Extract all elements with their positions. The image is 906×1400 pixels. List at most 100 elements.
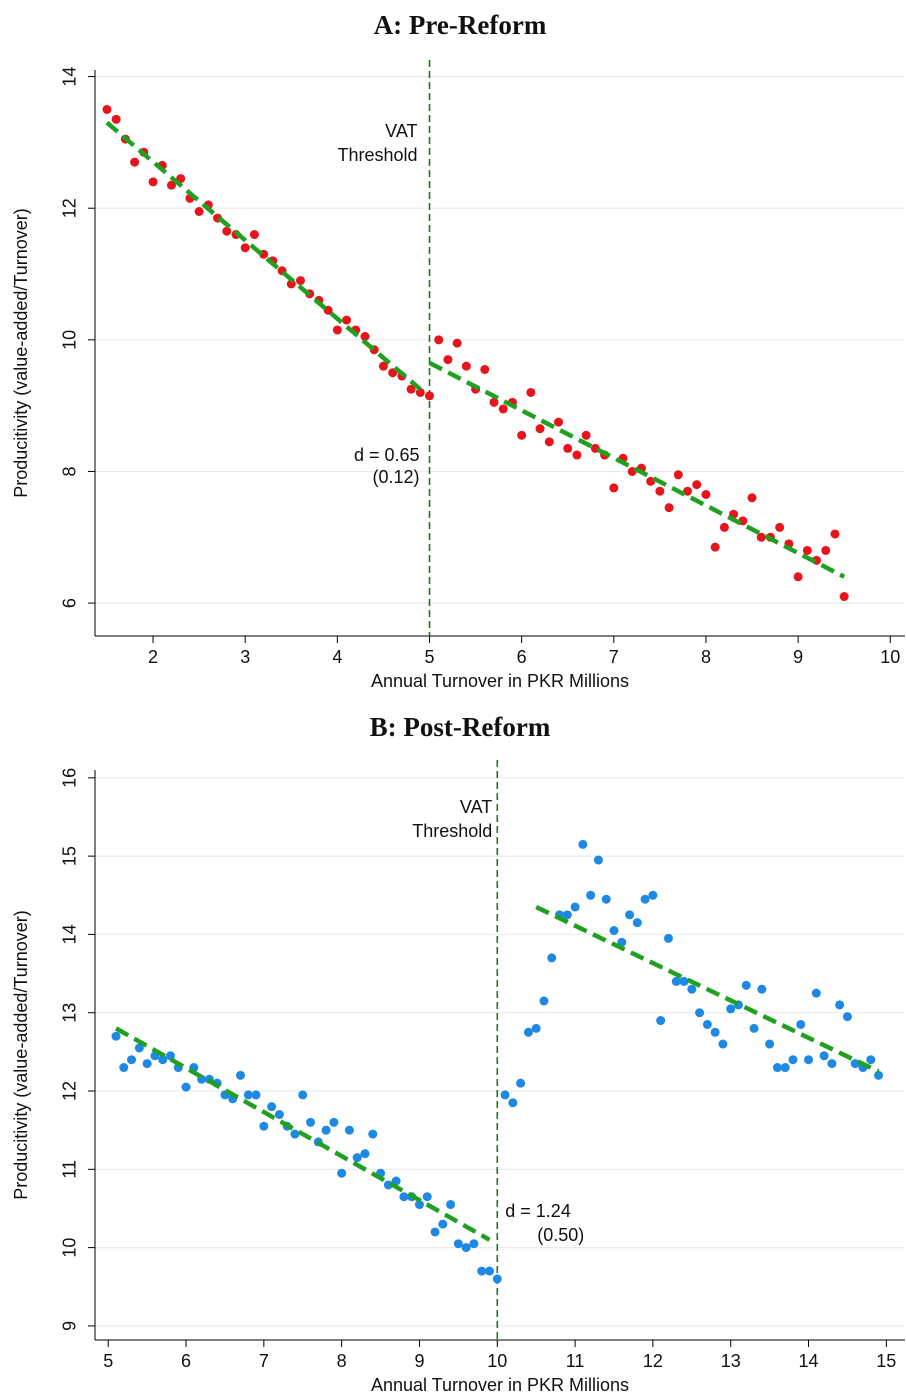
point	[695, 1008, 705, 1018]
y-tick-label: 10	[60, 330, 80, 350]
threshold-label: Threshold	[412, 821, 492, 841]
point	[609, 483, 619, 493]
point	[874, 1070, 884, 1080]
point	[134, 1043, 144, 1053]
point	[142, 1059, 152, 1069]
point	[819, 1051, 829, 1061]
point	[236, 1070, 246, 1080]
se-label: (0.50)	[537, 1225, 584, 1245]
point	[632, 918, 642, 928]
point	[554, 417, 564, 427]
point	[747, 493, 757, 503]
point	[446, 1200, 456, 1210]
point	[166, 180, 176, 190]
point	[710, 1027, 720, 1037]
x-axis-label: Annual Turnover in PKR Millions	[371, 1375, 629, 1395]
point	[757, 984, 767, 994]
x-tick-label: 2	[148, 647, 158, 667]
point	[586, 890, 596, 900]
point	[517, 430, 527, 440]
point	[337, 1168, 347, 1178]
point	[480, 364, 490, 374]
point	[332, 325, 342, 335]
y-tick-label: 9	[60, 1321, 80, 1331]
point	[726, 1004, 736, 1014]
point	[127, 1055, 137, 1065]
x-tick-label: 5	[424, 647, 434, 667]
point	[222, 226, 232, 236]
point	[609, 926, 619, 936]
x-tick-label: 12	[643, 1351, 663, 1371]
point	[342, 315, 352, 325]
point	[414, 1200, 424, 1210]
threshold-label: Threshold	[337, 145, 417, 165]
y-tick-label: 13	[60, 1003, 80, 1023]
point	[749, 1023, 759, 1033]
point	[679, 976, 689, 986]
point	[452, 338, 462, 348]
point	[780, 1063, 790, 1073]
point	[793, 572, 803, 582]
point	[531, 1023, 541, 1033]
point	[119, 1063, 129, 1073]
point	[438, 1219, 448, 1229]
point	[352, 1153, 362, 1163]
point	[741, 980, 751, 990]
x-tick-label: 3	[240, 647, 250, 667]
y-tick-label: 12	[60, 1081, 80, 1101]
point	[484, 1266, 494, 1276]
x-tick-label: 6	[517, 647, 527, 667]
point	[469, 1239, 479, 1249]
point	[572, 450, 582, 460]
point	[673, 470, 683, 480]
x-tick-label: 9	[793, 647, 803, 667]
point	[570, 902, 580, 912]
point	[181, 1082, 191, 1092]
point	[422, 1192, 432, 1202]
point	[775, 522, 785, 532]
point	[601, 894, 611, 904]
point	[687, 984, 697, 994]
x-tick-label: 13	[721, 1351, 741, 1371]
point	[194, 207, 204, 216]
point	[646, 476, 656, 486]
point	[830, 529, 840, 539]
point	[772, 1063, 782, 1073]
point	[683, 486, 693, 496]
fit-line	[105, 120, 422, 391]
x-axis-label: Annual Turnover in PKR Millions	[371, 671, 629, 691]
point	[148, 177, 158, 187]
point	[243, 1090, 253, 1100]
point	[578, 839, 588, 849]
point	[240, 243, 250, 253]
chart-title: B: Post-Reform	[370, 712, 551, 742]
x-tick-label: 8	[701, 647, 711, 667]
point	[581, 430, 591, 440]
point	[562, 910, 572, 920]
point	[866, 1055, 876, 1065]
point	[756, 532, 766, 542]
chart-title: A: Pre-Reform	[374, 10, 547, 40]
point	[500, 1090, 510, 1100]
point	[259, 1121, 269, 1131]
point	[489, 397, 499, 407]
point	[719, 522, 729, 532]
point	[461, 361, 471, 371]
point	[811, 988, 821, 998]
point	[406, 384, 416, 394]
threshold-label: VAT	[460, 797, 492, 817]
point	[718, 1039, 728, 1049]
point	[788, 1055, 798, 1065]
y-tick-label: 14	[60, 924, 80, 944]
point	[802, 545, 812, 555]
point	[523, 1027, 533, 1037]
point	[461, 1243, 471, 1253]
point	[539, 996, 549, 1006]
point	[526, 387, 536, 397]
point	[158, 1055, 168, 1065]
y-tick-label: 6	[60, 598, 80, 608]
point	[443, 355, 453, 365]
point	[102, 104, 112, 114]
y-axis-label: Producitivity (value-added/Turnover)	[11, 208, 31, 497]
